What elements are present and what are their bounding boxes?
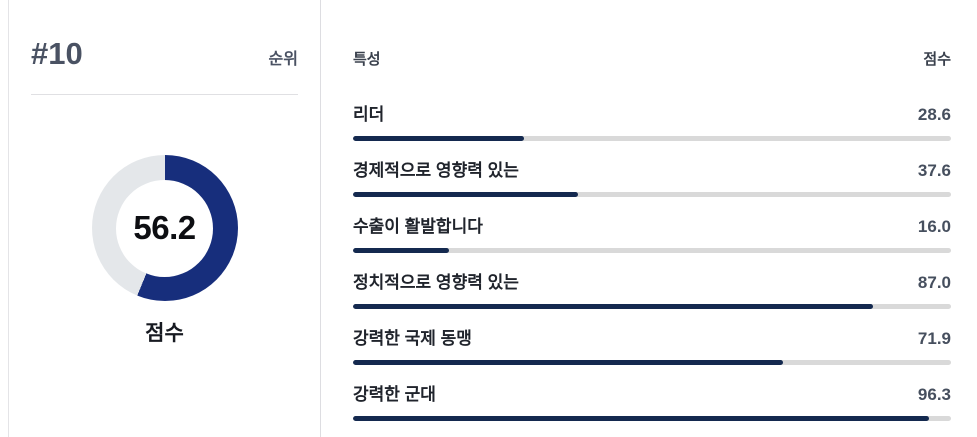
trait-row-top: 리더 28.6: [353, 103, 951, 127]
donut-hole: 56.2: [116, 179, 213, 277]
trait-score-bar-fill: [353, 416, 929, 421]
trait-score-bar-fill: [353, 360, 783, 365]
trait-row: 경제적으로 영향력 있는 37.6: [353, 159, 951, 197]
rank-panel: #10 순위 56.2 점수: [9, 0, 321, 437]
trait-rows: 리더 28.6 경제적으로 영향력 있는 37.6 수출이 활발합니다 16.0…: [353, 103, 951, 421]
score-header-label: 점수: [923, 51, 951, 68]
trait-score: 37.6: [917, 161, 951, 180]
rank-row: #10 순위: [31, 36, 298, 72]
traits-table-header: 특성 점수: [353, 48, 951, 69]
trait-row: 리더 28.6: [353, 103, 951, 141]
trait-score: 96.3: [917, 385, 951, 404]
trait-score-bar: [353, 136, 951, 141]
trait-row-top: 경제적으로 영향력 있는 37.6: [353, 159, 951, 183]
trait-score: 71.9: [917, 329, 951, 348]
trait-label: 리더: [353, 105, 385, 124]
trait-row: 정치적으로 영향력 있는 87.0: [353, 271, 951, 309]
trait-row: 강력한 군대 96.3: [353, 383, 951, 421]
rank-value: #10: [31, 36, 83, 71]
trait-label: 정치적으로 영향력 있는: [353, 273, 519, 292]
trait-row-top: 강력한 군대 96.3: [353, 383, 951, 407]
traits-panel: 특성 점수 리더 28.6 경제적으로 영향력 있는 37.6 수출이 활발합니…: [321, 0, 977, 437]
trait-score-bar: [353, 248, 951, 253]
trait-score-bar-fill: [353, 192, 578, 197]
trait-score-bar-fill: [353, 248, 449, 253]
trait-score-bar: [353, 360, 951, 365]
trait-label: 경제적으로 영향력 있는: [353, 161, 519, 180]
horizontal-divider: [31, 94, 298, 95]
trait-row-top: 강력한 국제 동맹 71.9: [353, 327, 951, 351]
trait-score-bar: [353, 304, 951, 309]
trait-row-top: 정치적으로 영향력 있는 87.0: [353, 271, 951, 295]
trait-label: 강력한 군대: [353, 385, 436, 404]
trait-score-bar: [353, 192, 951, 197]
trait-row: 강력한 국제 동맹 71.9: [353, 327, 951, 365]
trait-score-bar-fill: [353, 304, 874, 309]
traits-header-label: 특성: [353, 51, 381, 68]
donut-score-value: 56.2: [133, 209, 196, 246]
trait-score: 16.0: [917, 217, 951, 236]
trait-score: 87.0: [917, 273, 951, 292]
trait-score: 28.6: [917, 105, 951, 124]
score-donut-chart: 56.2: [91, 155, 238, 301]
trait-row: 수출이 활발합니다 16.0: [353, 215, 951, 253]
trait-label: 강력한 국제 동맹: [353, 329, 472, 348]
trait-label: 수출이 활발합니다: [353, 217, 483, 236]
donut-caption: 점수: [145, 322, 184, 345]
trait-score-bar-fill: [353, 136, 525, 141]
trait-score-bar: [353, 416, 951, 421]
trait-row-top: 수출이 활발합니다 16.0: [353, 215, 951, 239]
rank-label: 순위: [268, 51, 298, 68]
country-rank-card: #10 순위 56.2 점수 특성 점수 리더 28.6 경제적으로 영향력 있…: [8, 0, 977, 437]
